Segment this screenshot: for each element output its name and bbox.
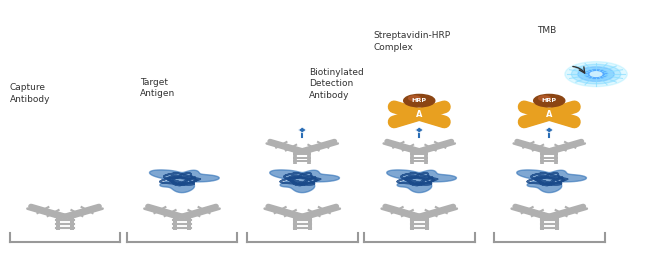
Circle shape xyxy=(538,96,551,101)
Polygon shape xyxy=(270,170,339,193)
Text: HRP: HRP xyxy=(411,98,427,103)
Text: HRP: HRP xyxy=(541,98,557,103)
Text: Target
Antigen: Target Antigen xyxy=(140,78,175,99)
Circle shape xyxy=(584,69,608,79)
Circle shape xyxy=(408,96,421,101)
Polygon shape xyxy=(387,170,456,193)
Polygon shape xyxy=(517,170,586,193)
Polygon shape xyxy=(150,170,219,193)
Circle shape xyxy=(586,70,606,78)
Circle shape xyxy=(590,72,602,76)
Circle shape xyxy=(571,64,621,84)
Circle shape xyxy=(542,112,556,117)
Polygon shape xyxy=(298,127,306,133)
Circle shape xyxy=(534,94,565,107)
Polygon shape xyxy=(415,127,423,133)
Circle shape xyxy=(565,62,627,87)
Text: A: A xyxy=(546,110,552,119)
Text: Streptavidin-HRP
Complex: Streptavidin-HRP Complex xyxy=(374,31,451,52)
Polygon shape xyxy=(545,127,553,133)
Circle shape xyxy=(578,67,614,81)
Circle shape xyxy=(404,94,435,107)
Text: Capture
Antibody: Capture Antibody xyxy=(10,83,50,104)
Circle shape xyxy=(412,112,426,117)
Text: A: A xyxy=(416,110,422,119)
Text: Biotinylated
Detection
Antibody: Biotinylated Detection Antibody xyxy=(309,68,363,100)
Text: TMB: TMB xyxy=(538,26,557,35)
